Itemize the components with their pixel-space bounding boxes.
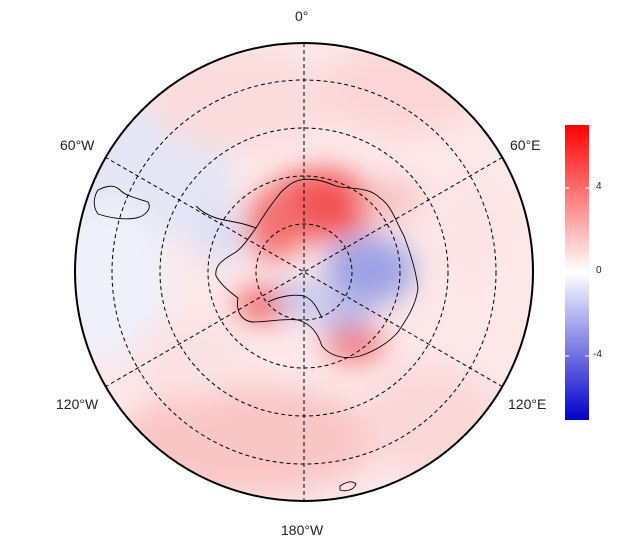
lon-label-bottom: 180°W bbox=[281, 522, 324, 538]
lon-label-lower-right: 120°E bbox=[508, 396, 547, 412]
lon-label-upper-right: 60°E bbox=[510, 137, 541, 153]
south-america-outline bbox=[93, 185, 150, 220]
map-border bbox=[74, 42, 534, 502]
coastline bbox=[93, 178, 419, 492]
lon-label-upper-left: 60°W bbox=[60, 137, 95, 153]
lon-label-lower-left: 120°W bbox=[56, 396, 99, 412]
antarctica-outline bbox=[215, 178, 419, 358]
colorbar-tick-label: 0 bbox=[596, 265, 602, 276]
new-zealand-outline bbox=[339, 481, 357, 492]
colorbar-tick-label: -4 bbox=[593, 349, 602, 360]
anomaly-field bbox=[75, 43, 533, 501]
lon-label-top: 0° bbox=[295, 8, 309, 24]
peninsula-outline bbox=[195, 205, 257, 229]
latitude-circle bbox=[255, 223, 353, 321]
colorbar-tick-label: 4 bbox=[596, 181, 602, 192]
ross-shelf-outline bbox=[267, 294, 323, 319]
graticule bbox=[104, 43, 504, 501]
